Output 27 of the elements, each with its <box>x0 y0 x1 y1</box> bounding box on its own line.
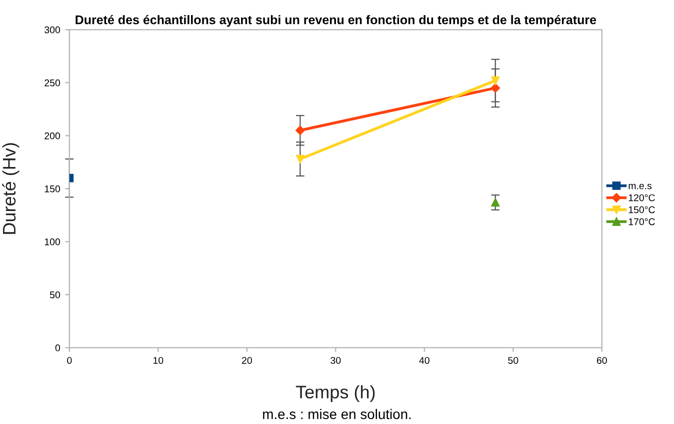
chart-title: Dureté des échantillons ayant subi un revenu en fonction du temps et de la température <box>76 14 596 27</box>
legend-label: 120°C <box>628 194 655 202</box>
point <box>491 198 500 207</box>
x-tick-label: 30 <box>330 356 341 364</box>
y-tick-label: 200 <box>44 132 60 140</box>
y-tick-label: 300 <box>44 26 60 34</box>
point <box>296 126 305 136</box>
y-tick-label: 100 <box>44 238 60 246</box>
x-tick-label: 40 <box>419 356 430 364</box>
x-tick-label: 10 <box>154 356 164 364</box>
x-tick-label: 20 <box>242 356 252 364</box>
legend-label: m.e.s <box>628 184 652 190</box>
point <box>296 154 304 164</box>
y-tick-label: 0 <box>55 344 60 352</box>
y-tick-label: 250 <box>44 79 60 86</box>
legend-label: 150°C <box>628 206 655 214</box>
y-tick-label: 50 <box>50 291 60 298</box>
text: m.e.s : mise en solution. <box>263 408 411 420</box>
y-axis-title: Dureté (Hv) <box>2 143 20 234</box>
x-tick-label: 60 <box>596 356 607 364</box>
point <box>490 83 500 93</box>
x-tick-label: 0 <box>67 356 72 364</box>
x-tick-label: 50 <box>508 356 518 364</box>
y-tick-label: 150 <box>44 185 60 192</box>
x-axis-title: Temps (h) <box>296 385 375 402</box>
point <box>491 76 500 85</box>
legend-label: 170°C <box>628 218 655 226</box>
